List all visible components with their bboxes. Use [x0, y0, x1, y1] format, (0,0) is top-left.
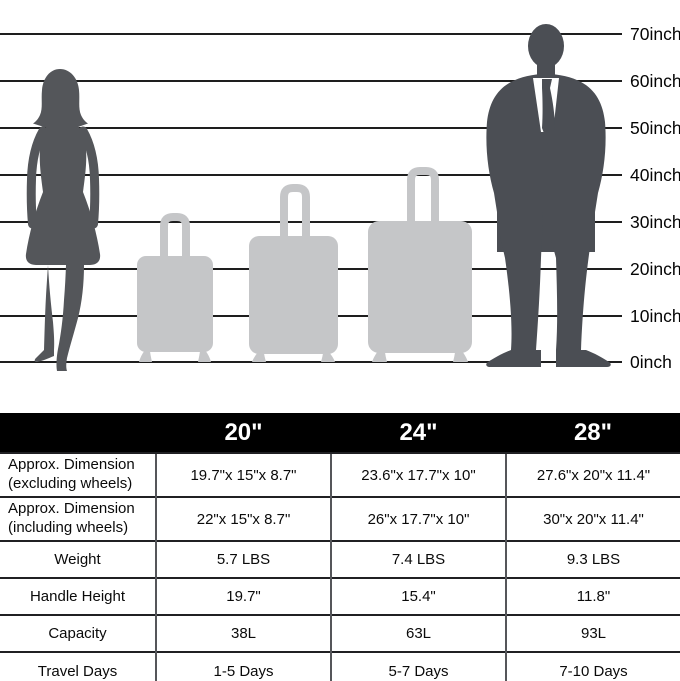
- ruler-line-0: [0, 361, 622, 363]
- woman-front-leg-foot: [56, 265, 84, 371]
- cell-value: 7.4 LBS: [330, 540, 506, 578]
- row-label: Handle Height: [0, 577, 156, 615]
- woman-right-arm: [78, 126, 100, 229]
- row-label: Approx. Dimension (including wheels): [0, 496, 156, 541]
- row-label-line: Approx. Dimension: [8, 456, 135, 474]
- cell-value: 22"x 15"x 8.7": [155, 496, 331, 541]
- ruler-label-30: 30inch: [630, 212, 680, 232]
- cell-value: 15.4": [330, 577, 506, 615]
- luggage-24-wheel-right: [321, 352, 335, 362]
- luggage-28-handle: [407, 167, 439, 222]
- cell-value: 1-5 Days: [155, 651, 331, 681]
- table-row-dimension-excluding: Approx. Dimension (excluding wheels) 19.…: [0, 452, 680, 497]
- size-figure: 70inch 60inch 50inch 40inch 30inch 20inc…: [0, 24, 680, 372]
- cell-value: 19.7"x 15"x 8.7": [155, 452, 331, 497]
- row-label: Capacity: [0, 614, 156, 652]
- row-label-line: Capacity: [48, 625, 107, 642]
- ruler-line-30: [0, 221, 622, 223]
- cell-value: 26"x 17.7"x 10": [330, 496, 506, 541]
- luggage-28-silhouette: [368, 167, 472, 362]
- man-silhouette: [486, 24, 611, 367]
- man-tie: [542, 79, 555, 144]
- row-label: Travel Days: [0, 651, 156, 681]
- row-label: Weight: [0, 540, 156, 578]
- header-cell-24: 24": [331, 413, 506, 453]
- table-row-handle-height: Handle Height 19.7" 15.4" 11.8": [0, 577, 680, 615]
- table-row-capacity: Capacity 38L 63L 93L: [0, 614, 680, 652]
- spec-table-header-row: 20" 24" 28": [0, 413, 680, 453]
- man-head: [528, 24, 564, 68]
- woman-back-leg: [44, 265, 55, 350]
- luggage-28-body: [368, 221, 472, 353]
- row-label-line: (excluding wheels): [8, 475, 133, 492]
- luggage-28-wheel-right: [453, 351, 468, 362]
- ruler-label-40: 40inch: [630, 165, 680, 185]
- cell-value: 27.6"x 20"x 11.4": [505, 452, 680, 497]
- ruler-line-50: [0, 127, 622, 129]
- row-label-line: Approx. Dimension: [8, 500, 135, 518]
- luggage-20-body: [137, 256, 213, 352]
- luggage-20-wheel-right: [198, 350, 211, 362]
- cell-value: 19.7": [155, 577, 331, 615]
- cell-value: 30"x 20"x 11.4": [505, 496, 680, 541]
- woman-head-hair: [33, 69, 88, 127]
- table-row-dimension-including: Approx. Dimension (including wheels) 22"…: [0, 496, 680, 541]
- luggage-24-wheel-left: [252, 352, 266, 362]
- man-right-shoe: [556, 350, 611, 367]
- cell-value: 5.7 LBS: [155, 540, 331, 578]
- cell-value: 9.3 LBS: [505, 540, 680, 578]
- cell-value: 38L: [155, 614, 331, 652]
- ruler-label-70: 70inch: [630, 24, 680, 44]
- ruler-line-40: [0, 174, 622, 176]
- cell-value: 11.8": [505, 577, 680, 615]
- cell-value: 23.6"x 17.7"x 10": [330, 452, 506, 497]
- luggage-28-wheel-left: [372, 351, 387, 362]
- ruler-label-60: 60inch: [630, 71, 680, 91]
- man-left-leg: [499, 212, 543, 350]
- table-row-travel-days: Travel Days 1-5 Days 5-7 Days 7-10 Days: [0, 651, 680, 681]
- table-row-weight: Weight 5.7 LBS 7.4 LBS 9.3 LBS: [0, 540, 680, 578]
- luggage-24-silhouette: [249, 184, 338, 362]
- ruler-line-60: [0, 80, 622, 82]
- luggage-20-wheel-left: [139, 350, 152, 362]
- cell-value: 7-10 Days: [505, 651, 680, 681]
- ruler-label-10: 10inch: [630, 306, 680, 326]
- figure-canvas: [0, 24, 622, 371]
- man-left-shoe: [486, 350, 541, 367]
- luggage-20-silhouette: [137, 213, 213, 362]
- cell-value: 93L: [505, 614, 680, 652]
- woman-left-arm: [26, 126, 48, 229]
- header-cell-28: 28": [506, 413, 680, 453]
- luggage-24-body: [249, 236, 338, 354]
- cell-value: 5-7 Days: [330, 651, 506, 681]
- ruler-label-20: 20inch: [630, 259, 680, 279]
- woman-back-foot: [34, 350, 54, 363]
- row-label-line: (including wheels): [8, 519, 129, 536]
- man-right-leg: [551, 212, 595, 350]
- header-cell-20: 20": [156, 413, 331, 453]
- ruler-line-70: [0, 33, 622, 35]
- row-label-line: Handle Height: [29, 588, 126, 605]
- cell-value: 63L: [330, 614, 506, 652]
- row-label: Approx. Dimension (excluding wheels): [0, 452, 156, 497]
- row-label-line: Weight: [54, 551, 101, 568]
- luggage-20-handle: [160, 213, 190, 258]
- header-cell-blank: [0, 413, 156, 453]
- woman-silhouette: [25, 69, 101, 371]
- man-jacket: [486, 74, 606, 212]
- spec-table: 20" 24" 28" Approx. Dimension (excluding…: [0, 413, 680, 681]
- row-label-line: Travel Days: [37, 662, 118, 680]
- woman-dress: [25, 122, 101, 265]
- luggage-24-handle: [280, 184, 310, 237]
- ruler-label-50: 50inch: [630, 118, 680, 138]
- man-neck: [537, 58, 555, 76]
- ruler-label-0: 0inch: [630, 352, 672, 372]
